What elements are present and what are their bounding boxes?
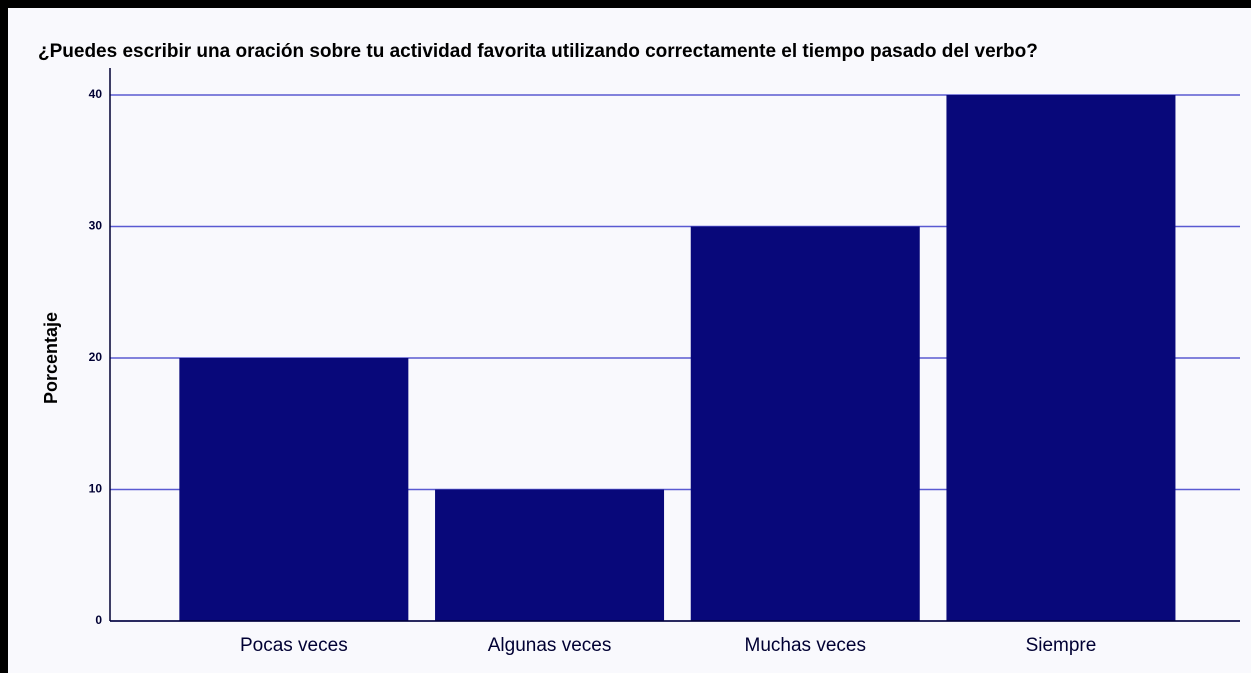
y-tick-label: 30: [89, 219, 103, 233]
y-tick-label: 0: [95, 613, 102, 627]
x-tick-label: Muchas veces: [745, 635, 866, 656]
bar: [435, 489, 665, 621]
bar: [690, 226, 920, 621]
chart-title: ¿Puedes escribir una oración sobre tu ac…: [38, 41, 1038, 62]
x-tick-label: Algunas veces: [488, 635, 612, 656]
x-tick-label: Pocas veces: [240, 635, 348, 656]
y-axis-label: Porcentaje: [41, 312, 61, 404]
bar: [179, 358, 409, 621]
y-tick-label: 20: [89, 350, 103, 364]
y-tick-label: 10: [89, 482, 103, 496]
bar: [946, 95, 1176, 621]
x-tick-label: Siempre: [1026, 635, 1097, 656]
y-tick-label: 40: [89, 87, 103, 101]
